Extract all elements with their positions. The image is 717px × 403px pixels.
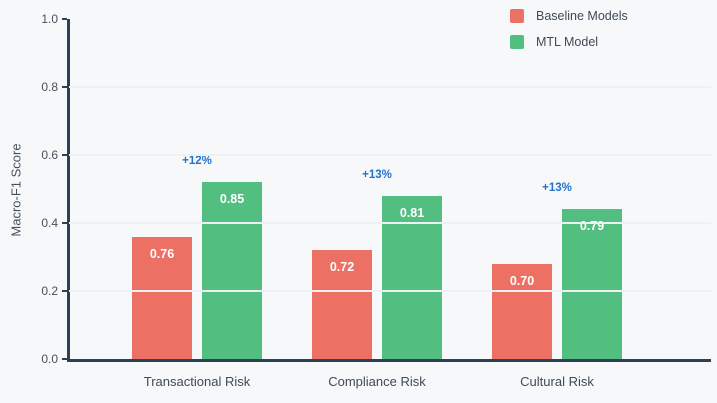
- y-tick-0.2: [62, 290, 67, 292]
- bar-value-label: 0.76: [149, 246, 175, 261]
- legend-label-mtl: MTL Model: [536, 35, 599, 49]
- y-axis-title: Macro-F1 Score: [8, 143, 24, 237]
- bar-mtl-model-2: 0.79: [562, 209, 622, 359]
- y-axis-line: [67, 19, 70, 361]
- gridline-0.8: [69, 86, 711, 88]
- bar-value-label: 0.81: [399, 205, 425, 220]
- y-tick-label-0.2: 0.2: [41, 284, 58, 298]
- improvement-annotation-0: +12%: [182, 155, 212, 168]
- improvement-annotation-1: +13%: [362, 168, 392, 181]
- y-tick-1.0: [62, 18, 67, 20]
- y-tick-0.8: [62, 86, 67, 88]
- x-axis-line: [67, 359, 711, 362]
- bar-mtl-model-0: 0.85: [202, 182, 262, 359]
- legend-swatch-baseline: [510, 9, 524, 23]
- gridline-0.2: [69, 290, 711, 292]
- x-tick-label-0: Transactional Risk: [143, 374, 251, 389]
- y-tick-label-0.4: 0.4: [41, 216, 58, 230]
- y-tick-label-0.8: 0.8: [41, 80, 58, 94]
- x-tick-label-2: Cultural Risk: [520, 374, 594, 389]
- bar-baseline-models-2: 0.70: [492, 263, 552, 359]
- bar-value-label: 0.85: [219, 192, 245, 207]
- legend-item-mtl: MTL Model: [510, 35, 628, 49]
- legend-item-baseline: Baseline Models: [510, 9, 628, 23]
- y-tick-label-0.6: 0.6: [41, 148, 58, 162]
- x-tick-label-1: Compliance Risk: [328, 374, 426, 389]
- legend: Baseline Models MTL Model: [510, 9, 628, 49]
- bar-baseline-models-1: 0.72: [312, 250, 372, 359]
- bar-baseline-models-0: 0.76: [132, 236, 192, 359]
- legend-swatch-mtl: [510, 35, 524, 49]
- improvement-annotation-2: +13%: [542, 182, 572, 195]
- bar-value-label: 0.70: [509, 273, 535, 288]
- bar-mtl-model-1: 0.81: [382, 195, 442, 359]
- y-tick-label-1.0: 1.0: [41, 12, 58, 26]
- legend-label-baseline: Baseline Models: [536, 9, 628, 23]
- y-tick-label-0.0: 0.0: [41, 352, 58, 366]
- bar-value-label: 0.72: [329, 260, 355, 275]
- y-tick-0.6: [62, 154, 67, 156]
- y-tick-0.4: [62, 222, 67, 224]
- y-tick-0.0: [62, 358, 67, 360]
- gridline-0.6: [69, 154, 711, 156]
- gridline-0.4: [69, 222, 711, 224]
